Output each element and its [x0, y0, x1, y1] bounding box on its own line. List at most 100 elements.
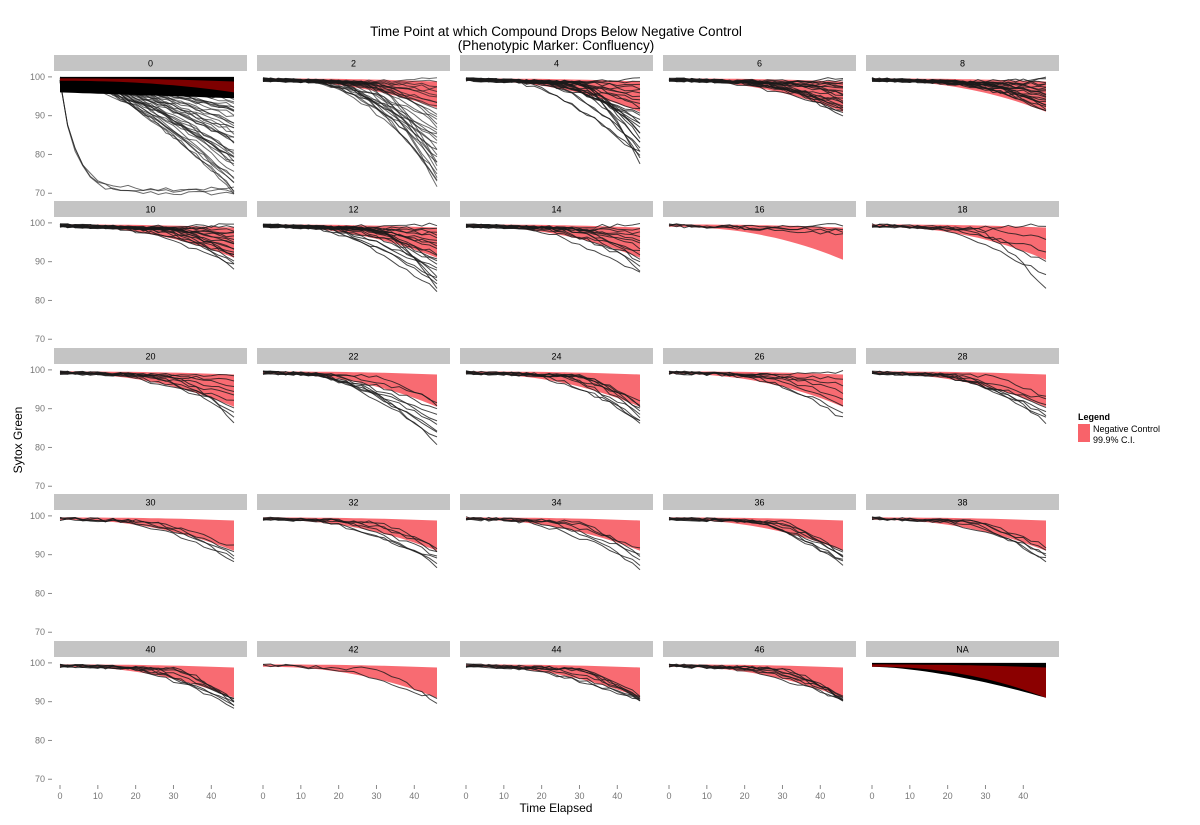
facet-strip-label: 16 [754, 205, 764, 215]
facet-strip [54, 641, 247, 657]
facet-strip [866, 348, 1059, 364]
facet-strip [866, 641, 1059, 657]
facet-strip [866, 201, 1059, 217]
negative-control-band [263, 664, 437, 698]
negative-control-band [669, 224, 843, 260]
facet-strip-label: 44 [551, 645, 561, 655]
x-axis-label: Time Elapsed [520, 801, 593, 815]
y-tick-label: 70 [35, 774, 45, 784]
compound-line [465, 77, 641, 84]
facet-strip [257, 201, 450, 217]
x-tick-label: 20 [537, 791, 547, 801]
facet-panel: 16 [663, 201, 856, 260]
y-tick-label: 80 [35, 588, 45, 598]
facet-panel: 14 [460, 201, 653, 273]
x-tick-label: 0 [666, 791, 671, 801]
legend-label-line2: 99.9% C.I. [1093, 435, 1135, 445]
compound-line [465, 516, 641, 549]
facet-strip [460, 55, 653, 71]
compound-line [871, 516, 1047, 549]
compound-line [262, 664, 438, 699]
y-tick-label: 70 [35, 627, 45, 637]
x-tick-label: 40 [1018, 791, 1028, 801]
negative-control-band [669, 664, 843, 698]
x-axis: 0 10 20 30 40 0 10 20 30 40 0 10 20 30 40 0 10 20 30 40 0 10 2… [57, 785, 1028, 801]
y-tick-label: 100 [30, 72, 45, 82]
facet-strip [460, 201, 653, 217]
x-tick-label: 20 [943, 791, 953, 801]
negative-control-band [872, 664, 1046, 698]
compound-line [262, 223, 438, 233]
compound-line [59, 517, 235, 553]
x-tick-label: 30 [980, 791, 990, 801]
compound-line [262, 371, 438, 410]
negative-control-band [669, 517, 843, 551]
compound-line [465, 517, 641, 566]
x-tick-label: 10 [296, 791, 306, 801]
y-tick-label: 90 [35, 257, 45, 267]
compound-line [668, 223, 844, 229]
x-tick-label: 20 [740, 791, 750, 801]
compound-line [59, 371, 235, 396]
compound-line [871, 517, 1047, 555]
facet-panel: 10 [54, 201, 247, 270]
negative-control-band [263, 517, 437, 551]
facet-panel: 32 [257, 494, 450, 569]
y-tick-label: 90 [35, 697, 45, 707]
facet-panel: 28 [866, 348, 1059, 425]
facet-panel: 38 [866, 494, 1059, 563]
compound-line [668, 516, 844, 557]
compound-line [466, 371, 641, 406]
compound-line [59, 372, 235, 401]
negative-control-band [60, 78, 234, 93]
chart-title: Time Point at which Compound Drops Below… [370, 24, 742, 39]
facet-panel: NA [866, 641, 1059, 698]
legend-label-line1: Negative Control [1093, 424, 1160, 434]
facet-panel: 12 [257, 201, 450, 292]
y-tick-label: 100 [30, 218, 45, 228]
facet-strip [663, 55, 856, 71]
compound-line [669, 78, 844, 85]
facet-panel: 42 [257, 641, 450, 704]
x-tick-label: 30 [574, 791, 584, 801]
facet-strip-label: 24 [551, 352, 561, 362]
compound-line [262, 77, 438, 85]
facet-strip-label: 32 [348, 498, 358, 508]
x-tick-label: 30 [371, 791, 381, 801]
compound-line [262, 222, 438, 230]
x-tick-label: 40 [409, 791, 419, 801]
facet-strip-label: 18 [957, 205, 967, 215]
y-tick-label: 80 [35, 735, 45, 745]
y-tick-label: 100 [30, 511, 45, 521]
y-tick-label: 90 [35, 111, 45, 121]
compound-line [465, 223, 641, 230]
y-tick-label: 70 [35, 334, 45, 344]
facet-panel: 18 [866, 201, 1059, 289]
x-tick-label: 0 [260, 791, 265, 801]
negative-control-band [60, 664, 234, 698]
legend-key-negative-control [1078, 424, 1090, 442]
y-axis: 70 80 90 100 70 80 90 100 70 80 90 100 70 80 90 100 70 80… [30, 72, 52, 784]
facet-panel: 30 [54, 494, 247, 563]
facet-panel: 6 [663, 55, 856, 117]
compound-line [465, 370, 641, 402]
negative-control-band [872, 371, 1046, 407]
facet-strip [460, 494, 653, 510]
x-tick-label: 10 [499, 791, 509, 801]
negative-control-band [466, 517, 640, 551]
negative-control-band [872, 224, 1046, 260]
negative-control-band [669, 371, 843, 407]
compound-line [668, 370, 844, 376]
negative-control-band [263, 78, 437, 108]
facet-strip [257, 494, 450, 510]
facet-strip [866, 55, 1059, 71]
x-tick-label: 0 [463, 791, 468, 801]
facet-strip-label: 20 [145, 352, 155, 362]
facet-strip [54, 348, 247, 364]
y-tick-label: 90 [35, 404, 45, 414]
compound-line [465, 518, 641, 555]
compound-line [668, 370, 844, 387]
compound-line [59, 370, 235, 387]
facet-strip [257, 348, 450, 364]
